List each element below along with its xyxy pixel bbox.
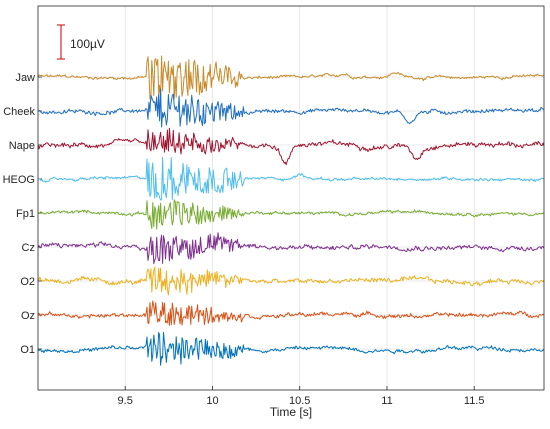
x-tick-label: 10.5: [289, 395, 310, 407]
channel-label: Oz: [21, 310, 35, 322]
x-tick-label: 11: [381, 395, 392, 407]
channel-label: Cz: [22, 242, 35, 254]
series-line-cheek: [37, 88, 545, 128]
x-tick-label: 10: [206, 395, 218, 407]
plot-frame: [37, 5, 545, 391]
series-line-o2: [37, 266, 545, 296]
x-axis-label: Time [s]: [270, 405, 312, 419]
x-tick-label: 9.5: [118, 395, 133, 407]
series-line-o1: [37, 331, 545, 366]
scale-bar-label: 100µV: [70, 37, 105, 51]
channel-label: HEOG: [3, 174, 35, 186]
series-line-jaw: [37, 55, 544, 101]
channel-label: Fp1: [16, 208, 35, 220]
channel-label: O2: [20, 276, 35, 288]
channel-label: Jaw: [15, 72, 35, 84]
channel-label: Nape: [9, 140, 35, 152]
channel-labels: Jaw Cheek Nape HEOG Fp1 Cz O2 Oz O1: [3, 72, 36, 356]
grid: [38, 6, 544, 390]
traces: [37, 55, 545, 366]
channel-label: O1: [20, 344, 35, 356]
scale-bar: 100µV: [57, 24, 105, 60]
series-line-oz: [37, 300, 545, 326]
series-line-fp1: [37, 199, 545, 230]
x-tick-label: 11.5: [464, 395, 485, 407]
series-line-cz: [37, 232, 545, 265]
series-line-nape: [37, 127, 545, 166]
channel-label: Cheek: [3, 106, 35, 118]
series-line-heog: [37, 156, 545, 201]
x-tick-labels: 9.5 10 10.5 11 11.5: [118, 395, 485, 407]
